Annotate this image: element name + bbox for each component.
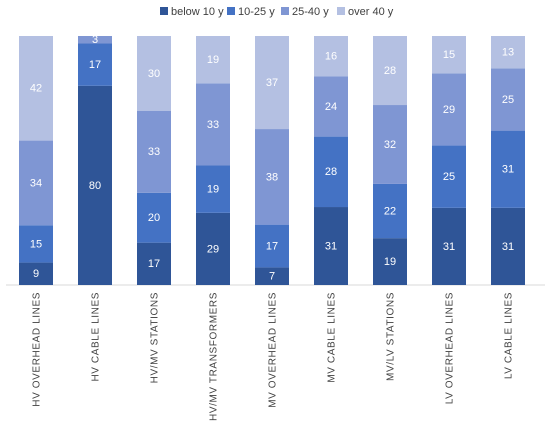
bar-segment	[314, 76, 348, 137]
bar-segment	[432, 73, 466, 146]
data-label: 25	[502, 94, 514, 106]
data-label: 25	[443, 171, 455, 183]
legend-swatch	[160, 7, 168, 15]
category-label: HV/MV STATIONS	[150, 292, 161, 383]
bar-segment	[255, 224, 289, 268]
data-label: 20	[148, 212, 160, 224]
data-label: 15	[30, 238, 42, 250]
category-label: MV/LV STATIONS	[386, 292, 397, 381]
bar-segment	[491, 68, 525, 131]
bar-segment	[373, 238, 407, 285]
bar-segment	[373, 105, 407, 184]
bar-segment	[491, 207, 525, 285]
legend-label: below 10 y	[171, 6, 224, 18]
bar-segment	[314, 207, 348, 285]
bar-segment	[19, 36, 53, 141]
bar-segment	[432, 207, 466, 285]
data-label: 19	[207, 184, 219, 196]
data-label: 31	[443, 241, 455, 253]
category-label: HV/MV TRANSFORMERS	[209, 292, 220, 421]
bar-segment	[491, 130, 525, 208]
bar-segment	[196, 165, 230, 213]
data-label: 13	[502, 47, 514, 59]
bar-segment	[196, 36, 230, 84]
bar-segment	[491, 36, 525, 69]
category-label: HV OVERHEAD LINES	[32, 292, 43, 407]
data-label: 80	[89, 180, 101, 192]
data-label: 38	[266, 171, 278, 183]
bar-segment	[137, 110, 171, 193]
legend-swatch	[281, 7, 289, 15]
data-label: 24	[325, 101, 337, 113]
legend-swatch	[227, 7, 235, 15]
bar-segment	[255, 36, 289, 130]
data-label: 29	[207, 243, 219, 255]
data-label: 15	[443, 49, 455, 61]
category-label: MV CABLE LINES	[327, 292, 338, 383]
bars-group	[19, 36, 525, 285]
bar-segment	[19, 140, 53, 226]
data-label: 31	[502, 164, 514, 176]
data-label: 29	[443, 104, 455, 116]
bar-segment	[196, 83, 230, 166]
data-label: 42	[30, 83, 42, 95]
category-label: MV OVERHEAD LINES	[268, 292, 279, 408]
data-label: 31	[502, 241, 514, 253]
data-label: 3	[92, 34, 98, 46]
legend-label: over 40 y	[348, 6, 394, 18]
bar-segment	[137, 36, 171, 111]
data-label: 28	[384, 65, 396, 77]
bar-segment	[373, 36, 407, 106]
bar-segment	[19, 262, 53, 285]
data-label: 28	[325, 166, 337, 178]
legend-label: 10-25 y	[238, 6, 275, 18]
category-labels-group: HV OVERHEAD LINES HV CABLE LINES HV/MV STA…	[32, 292, 515, 421]
bar-segment	[137, 192, 171, 243]
category-label: LV CABLE LINES	[504, 292, 515, 379]
data-label: 7	[269, 271, 275, 283]
data-label: 17	[266, 240, 278, 252]
data-label: 19	[207, 54, 219, 66]
bar-segment	[432, 36, 466, 74]
bar-segment	[196, 212, 230, 285]
bar-segment	[255, 129, 289, 225]
data-label: 16	[325, 51, 337, 63]
bar-segment	[432, 145, 466, 208]
data-label: 9	[33, 268, 39, 280]
legend-swatch	[337, 7, 345, 15]
data-label: 32	[384, 139, 396, 151]
bar-segment	[78, 43, 112, 86]
data-label: 33	[148, 146, 160, 158]
segment-labels-group: 9 15 34 42 80 17 3 17 20 33 30 29 19 33 19 7 17 38 37 31 28 2…	[30, 34, 514, 282]
bar-segment	[78, 36, 112, 44]
data-label: 17	[148, 258, 160, 270]
data-label: 33	[207, 119, 219, 131]
data-label: 30	[148, 68, 160, 80]
bar-segment	[19, 225, 53, 263]
bar-segment	[255, 267, 289, 285]
data-label: 17	[89, 59, 101, 71]
data-label: 19	[384, 256, 396, 268]
bar-segment	[314, 136, 348, 208]
legend-label: 25-40 y	[292, 6, 329, 18]
bar-segment	[137, 242, 171, 285]
bar-segment	[314, 36, 348, 77]
data-label: 34	[30, 177, 42, 189]
data-label: 37	[266, 77, 278, 89]
category-label: HV CABLE LINES	[91, 292, 102, 382]
category-label: LV OVERHEAD LINES	[445, 292, 456, 404]
data-label: 22	[384, 205, 396, 217]
bar-segment	[373, 183, 407, 239]
data-label: 31	[325, 240, 337, 252]
bar-segment	[78, 85, 112, 285]
legend: below 10 y 10-25 y 25-40 y over 40 y	[160, 6, 394, 18]
